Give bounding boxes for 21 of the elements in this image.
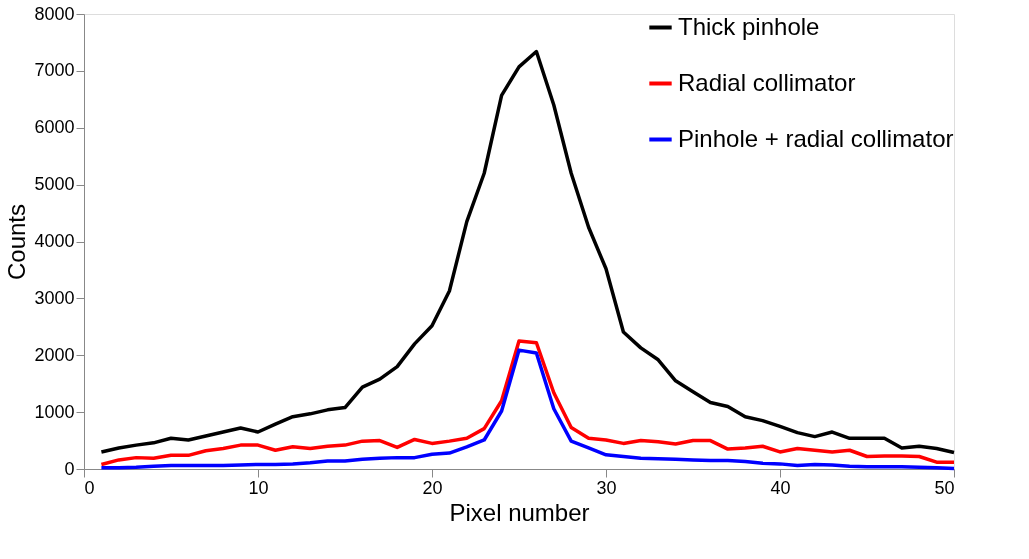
y-tick-label: 1000 xyxy=(34,401,75,422)
legend-label: Thick pinhole xyxy=(678,12,820,40)
line-series xyxy=(99,49,956,455)
y-tick-label: 3000 xyxy=(34,287,75,308)
x-tick-label: 40 xyxy=(770,477,791,498)
y-tick-label: 8000 xyxy=(34,3,75,24)
x-tick-label: 50 xyxy=(934,477,955,498)
x-tick-label: 0 xyxy=(84,477,95,498)
y-tick-label: 7000 xyxy=(34,60,75,81)
legend-label: Radial collimator xyxy=(678,68,856,96)
y-tick-label: 0 xyxy=(64,458,75,479)
x-tick-label: 30 xyxy=(596,477,617,498)
x-tick-label: 20 xyxy=(422,477,443,498)
y-tick-label: 5000 xyxy=(34,174,75,195)
y-tick-label: 2000 xyxy=(34,344,75,365)
y-tick-label: 4000 xyxy=(34,231,75,251)
x-axis-title: Pixel number xyxy=(449,498,590,526)
legend-label: Pinhole + radial collimator xyxy=(678,124,954,152)
y-axis-title: Counts xyxy=(3,203,31,281)
x-tick-label: 10 xyxy=(248,477,269,498)
y-tick-label: 6000 xyxy=(34,117,75,138)
